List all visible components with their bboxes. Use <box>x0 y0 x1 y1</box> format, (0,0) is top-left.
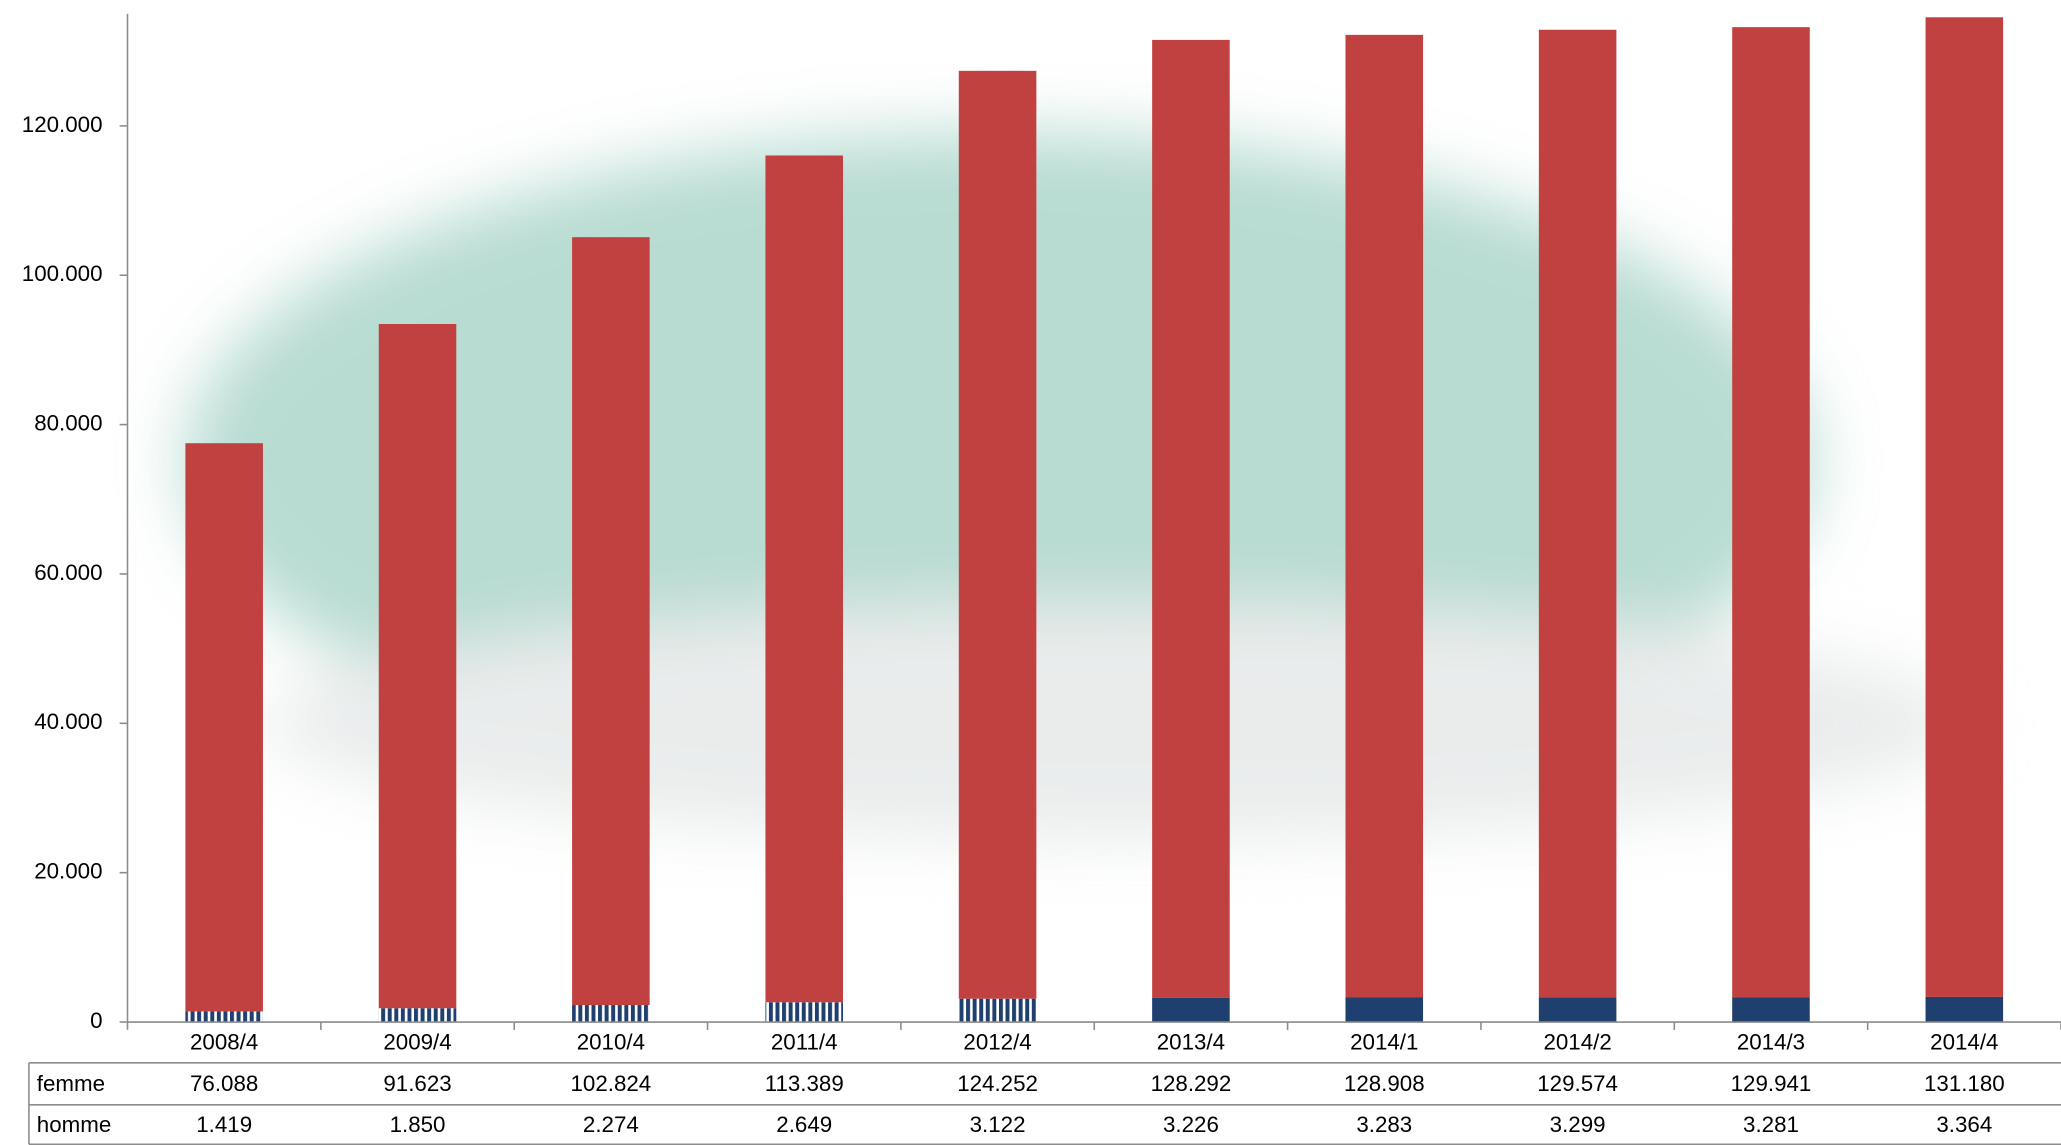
table-value: 124.252 <box>957 1071 1038 1096</box>
bar-segment <box>1538 997 1617 1023</box>
bar-segment <box>958 998 1037 1023</box>
legend-label: femme <box>37 1071 105 1096</box>
table-value: 128.292 <box>1151 1071 1232 1096</box>
table-value: 2.274 <box>583 1112 639 1137</box>
table-value: 102.824 <box>571 1071 652 1096</box>
table-value: 3.283 <box>1356 1112 1412 1137</box>
y-tick-label: 0 <box>90 1008 102 1033</box>
table-value: 129.941 <box>1731 1071 1812 1096</box>
y-tick-label: 80.000 <box>34 411 102 436</box>
table-value: 129.574 <box>1537 1071 1618 1096</box>
table-value: 1.419 <box>196 1112 252 1137</box>
y-tick-label: 100.000 <box>22 261 103 286</box>
x-tick-label: 2014/2 <box>1543 1030 1611 1055</box>
bar-segment <box>1345 997 1424 1023</box>
table-value: 3.122 <box>970 1112 1026 1137</box>
x-tick-label: 2014/1 <box>1350 1030 1418 1055</box>
table-value: 3.226 <box>1163 1112 1219 1137</box>
bar-segment <box>765 155 843 1003</box>
bar-segment <box>1732 27 1810 998</box>
x-tick-label: 2011/4 <box>771 1030 838 1055</box>
bar-segment <box>1152 39 1230 998</box>
y-tick-label: 40.000 <box>34 709 102 734</box>
bar-segment <box>765 1002 843 1023</box>
x-tick-label: 2014/4 <box>1930 1030 1998 1055</box>
bar-segment <box>1925 17 2004 997</box>
table-value: 1.850 <box>390 1112 446 1137</box>
y-tick-label: 20.000 <box>34 859 102 884</box>
bar-segment <box>1732 997 1810 1023</box>
legend-label: homme <box>37 1112 111 1137</box>
table-value: 131.180 <box>1924 1071 2005 1096</box>
table-value: 3.281 <box>1743 1112 1799 1137</box>
bar-segment <box>1538 29 1617 998</box>
y-tick-label: 120.000 <box>22 112 103 137</box>
bar-segment <box>185 443 263 1012</box>
y-tick-label: 60.000 <box>34 560 102 585</box>
bar-segment <box>1925 996 2004 1023</box>
x-tick-label: 2013/4 <box>1157 1030 1225 1055</box>
bar-segment <box>572 1005 650 1023</box>
table-value: 76.088 <box>190 1071 258 1096</box>
table-value: 91.623 <box>383 1071 451 1096</box>
table-value: 3.299 <box>1550 1112 1606 1137</box>
bar-segment <box>185 1011 263 1023</box>
bar-segment <box>378 323 457 1009</box>
bar-segment <box>378 1008 457 1023</box>
table-value: 3.364 <box>1936 1112 1992 1137</box>
x-tick-label: 2008/4 <box>190 1030 258 1055</box>
bar-segment <box>1345 34 1424 998</box>
x-tick-label: 2012/4 <box>963 1030 1031 1055</box>
bar-segment <box>1152 997 1230 1023</box>
table-value: 2.649 <box>776 1112 832 1137</box>
x-tick-label: 2009/4 <box>383 1030 451 1055</box>
table-value: 113.389 <box>765 1071 844 1096</box>
bar-segment <box>958 70 1037 999</box>
x-tick-label: 2010/4 <box>577 1030 645 1055</box>
bar-segment <box>572 237 650 1006</box>
x-tick-label: 2014/3 <box>1737 1030 1805 1055</box>
table-value: 128.908 <box>1344 1071 1425 1096</box>
